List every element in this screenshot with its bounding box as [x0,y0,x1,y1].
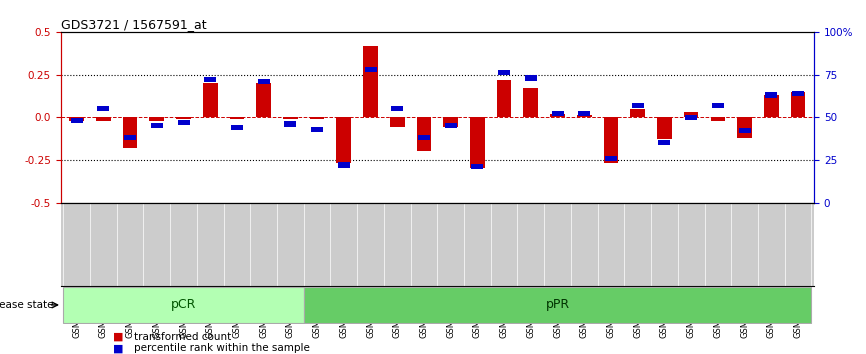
Bar [204,77,216,82]
Bar [712,103,724,108]
Bar [791,92,805,117]
Bar [283,117,298,119]
Bar [124,135,136,140]
Bar [337,117,352,163]
Bar [658,140,670,145]
Bar [766,92,778,98]
Text: percentile rank within the sample: percentile rank within the sample [134,343,310,353]
Bar [69,117,84,121]
Bar [311,127,323,132]
Bar [417,117,431,152]
Text: GDS3721 / 1567591_at: GDS3721 / 1567591_at [61,18,206,31]
Bar [710,117,725,121]
Bar [256,83,271,117]
Bar [470,117,485,169]
Bar [523,88,538,117]
Bar [96,117,111,121]
Bar [123,117,138,148]
Bar [739,128,751,133]
Bar [178,120,190,125]
Bar [497,80,512,117]
Bar [71,118,82,123]
Bar [604,117,618,163]
Text: ■: ■ [113,332,123,342]
Bar [391,106,404,111]
Bar [764,95,779,117]
Bar [498,70,510,75]
Bar [231,125,243,130]
Text: disease state: disease state [0,300,56,310]
Bar [284,121,296,127]
Text: pCR: pCR [171,298,197,312]
Bar [365,67,377,72]
Bar [552,111,564,116]
Bar [605,156,617,161]
Bar [304,287,811,323]
Bar [577,115,591,117]
Bar [97,106,109,111]
Bar [150,117,165,121]
Bar [229,117,244,119]
Bar [737,117,752,138]
Bar [310,117,325,119]
Bar [444,123,456,128]
Bar [338,162,350,167]
Bar [176,117,191,119]
Bar [685,115,697,120]
Bar [792,91,804,96]
Bar [578,111,591,116]
Bar [684,112,699,117]
Text: transformed count: transformed count [134,332,231,342]
Text: pPR: pPR [546,298,570,312]
Bar [631,103,643,108]
Bar [630,109,645,117]
Bar [151,123,163,128]
Bar [363,46,378,117]
Bar [203,83,217,117]
Bar [418,135,430,140]
Bar [443,117,458,127]
Bar [390,117,404,127]
Bar [471,164,483,169]
Bar [550,114,565,117]
Text: ■: ■ [113,343,123,353]
Bar [657,117,672,139]
Bar [258,79,269,84]
Bar [525,75,537,80]
Bar [63,287,304,323]
